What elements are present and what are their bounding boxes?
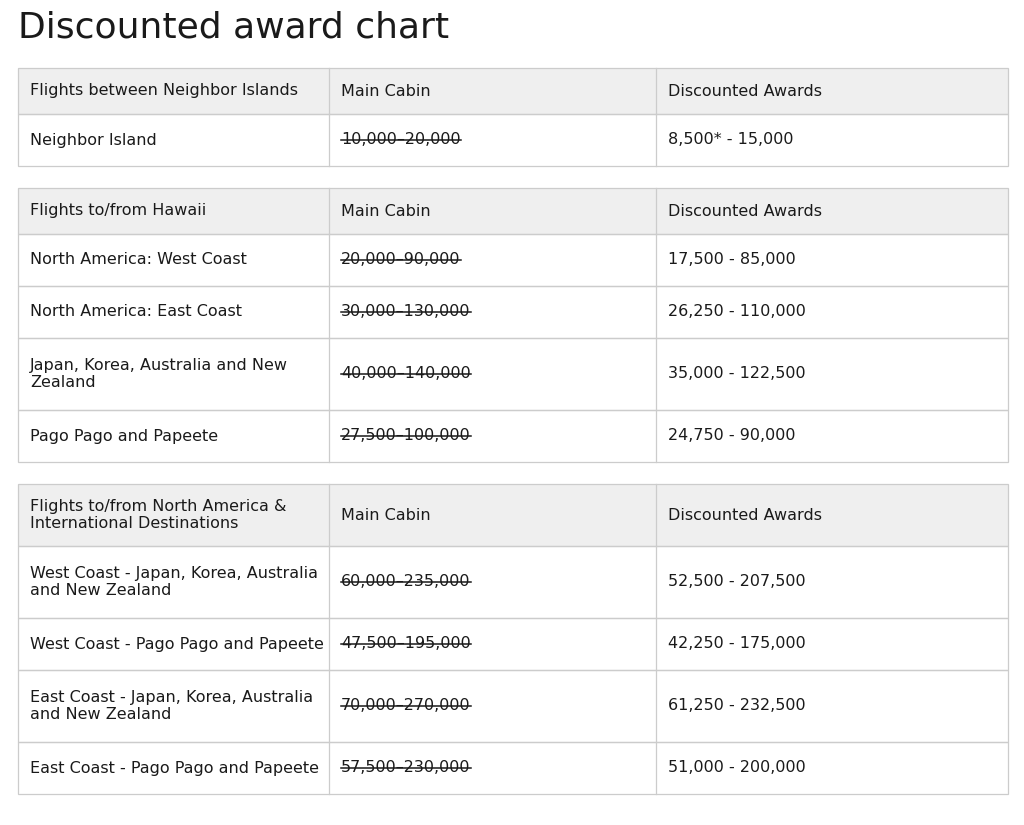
Text: North America: West Coast: North America: West Coast	[30, 252, 247, 267]
Text: East Coast - Pago Pago and Papeete: East Coast - Pago Pago and Papeete	[30, 761, 319, 776]
Text: East Coast - Japan, Korea, Australia: East Coast - Japan, Korea, Australia	[30, 690, 313, 705]
Bar	[18, 618, 1008, 670]
Text: and New Zealand: and New Zealand	[30, 583, 171, 598]
Bar	[18, 114, 1008, 166]
Text: Main Cabin: Main Cabin	[341, 507, 431, 522]
Bar	[18, 286, 1008, 338]
Text: 60,000–235,000: 60,000–235,000	[341, 574, 470, 590]
Text: 35,000 - 122,500: 35,000 - 122,500	[668, 366, 806, 381]
Text: Japan, Korea, Australia and New: Japan, Korea, Australia and New	[30, 357, 288, 373]
Text: Flights between Neighbor Islands: Flights between Neighbor Islands	[30, 83, 298, 98]
Text: Main Cabin: Main Cabin	[341, 204, 431, 219]
Text: 61,250 - 232,500: 61,250 - 232,500	[668, 699, 806, 714]
Bar	[18, 234, 1008, 286]
Bar	[18, 234, 1008, 286]
Text: Main Cabin: Main Cabin	[341, 83, 431, 98]
Bar	[18, 188, 1008, 234]
Text: 10,000–20,000: 10,000–20,000	[341, 133, 461, 148]
Text: 57,500–230,000: 57,500–230,000	[341, 761, 470, 776]
Bar	[18, 742, 1008, 794]
Text: 51,000 - 200,000: 51,000 - 200,000	[668, 761, 806, 776]
Bar	[18, 546, 1008, 618]
Text: 42,250 - 175,000: 42,250 - 175,000	[668, 637, 806, 652]
Bar	[18, 484, 1008, 546]
Bar	[18, 338, 1008, 410]
Text: West Coast - Pago Pago and Papeete: West Coast - Pago Pago and Papeete	[30, 637, 324, 652]
Text: Flights to/from North America &: Flights to/from North America &	[30, 498, 287, 514]
Text: 52,500 - 207,500: 52,500 - 207,500	[668, 574, 806, 590]
Bar	[18, 670, 1008, 742]
Text: 8,500* - 15,000: 8,500* - 15,000	[668, 133, 794, 148]
Text: 24,750 - 90,000: 24,750 - 90,000	[668, 428, 796, 444]
Text: West Coast - Japan, Korea, Australia: West Coast - Japan, Korea, Australia	[30, 566, 318, 581]
Text: Neighbor Island: Neighbor Island	[30, 133, 157, 148]
Text: and New Zealand: and New Zealand	[30, 707, 171, 723]
Text: 27,500–100,000: 27,500–100,000	[341, 428, 471, 444]
Bar	[18, 410, 1008, 462]
Text: 40,000–140,000: 40,000–140,000	[341, 366, 471, 381]
Bar	[18, 670, 1008, 742]
Bar	[18, 114, 1008, 166]
Bar	[18, 410, 1008, 462]
Bar	[18, 742, 1008, 794]
Text: Zealand: Zealand	[30, 375, 95, 390]
Text: 20,000–90,000: 20,000–90,000	[341, 252, 461, 267]
Bar	[18, 188, 1008, 234]
Bar	[18, 618, 1008, 670]
Text: Discounted Awards: Discounted Awards	[668, 83, 822, 98]
Text: Discounted Awards: Discounted Awards	[668, 507, 822, 522]
Text: 70,000–270,000: 70,000–270,000	[341, 699, 471, 714]
Bar	[18, 68, 1008, 114]
Text: 30,000–130,000: 30,000–130,000	[341, 304, 470, 319]
Text: 26,250 - 110,000: 26,250 - 110,000	[668, 304, 806, 319]
Text: Flights to/from Hawaii: Flights to/from Hawaii	[30, 204, 206, 219]
Bar	[18, 68, 1008, 114]
Text: International Destinations: International Destinations	[30, 516, 239, 531]
Bar	[18, 546, 1008, 618]
Text: Discounted Awards: Discounted Awards	[668, 204, 822, 219]
Text: Pago Pago and Papeete: Pago Pago and Papeete	[30, 428, 218, 444]
Text: North America: East Coast: North America: East Coast	[30, 304, 242, 319]
Text: 17,500 - 85,000: 17,500 - 85,000	[668, 252, 796, 267]
Text: 47,500–195,000: 47,500–195,000	[341, 637, 471, 652]
Bar	[18, 484, 1008, 546]
Bar	[18, 338, 1008, 410]
Bar	[18, 286, 1008, 338]
Text: Discounted award chart: Discounted award chart	[18, 10, 450, 44]
